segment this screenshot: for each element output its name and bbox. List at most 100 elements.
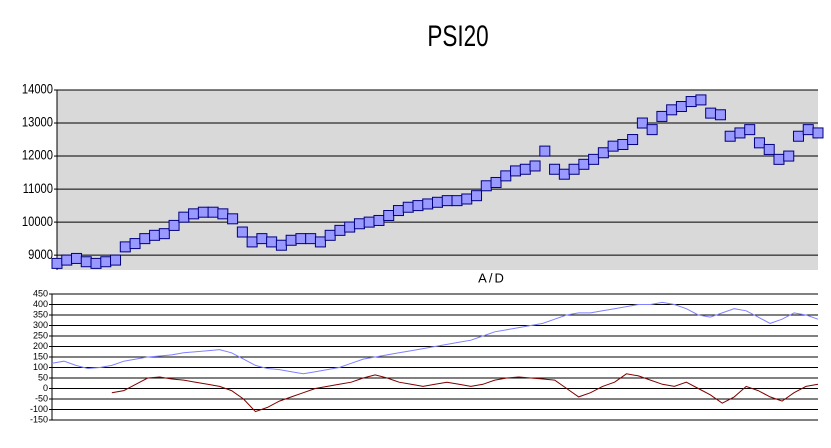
data-point — [471, 190, 483, 202]
data-point — [636, 117, 648, 129]
data-point — [734, 127, 746, 139]
data-point — [295, 233, 307, 245]
data-point — [724, 130, 736, 142]
data-point — [744, 124, 756, 136]
data-point — [149, 229, 161, 241]
data-point — [188, 208, 200, 220]
data-point — [51, 257, 63, 269]
y-tick-label: -50 — [35, 393, 48, 403]
data-point — [158, 228, 170, 240]
data-point — [217, 208, 229, 220]
data-point — [90, 257, 102, 269]
data-point — [802, 124, 814, 136]
data-point — [451, 195, 463, 207]
data-point — [314, 236, 326, 248]
data-point — [510, 165, 522, 177]
data-point — [753, 137, 765, 149]
data-point — [666, 104, 678, 116]
y-tick-label: 250 — [33, 330, 48, 340]
data-point — [549, 163, 561, 175]
data-point — [646, 124, 658, 136]
data-point — [71, 252, 83, 264]
data-point — [558, 168, 570, 180]
data-point — [568, 163, 580, 175]
y-tick-label: 100 — [33, 362, 48, 372]
data-point — [383, 210, 395, 222]
data-point — [705, 107, 717, 119]
data-point — [675, 101, 687, 113]
data-point — [266, 236, 278, 248]
y-tick-label: 200 — [33, 341, 48, 351]
data-point — [500, 170, 512, 182]
data-point — [139, 233, 151, 245]
y-tick-label: -100 — [30, 404, 48, 414]
data-point — [627, 134, 639, 146]
data-point — [80, 256, 92, 268]
data-point — [178, 211, 190, 223]
y-tick-label: 400 — [33, 299, 48, 309]
data-point — [656, 110, 668, 122]
data-point — [344, 221, 356, 233]
y-tick-label: 10000 — [22, 214, 53, 229]
data-point — [275, 239, 287, 251]
data-point — [588, 153, 600, 165]
data-point — [392, 205, 404, 217]
y-tick-label: -150 — [30, 414, 48, 424]
data-point — [441, 195, 453, 207]
data-point — [129, 238, 141, 250]
data-point — [490, 176, 502, 188]
y-tick-label: 450 — [33, 288, 48, 298]
data-point — [285, 234, 297, 246]
data-point — [763, 143, 775, 155]
data-point — [236, 226, 248, 238]
data-point — [324, 229, 336, 241]
data-point — [539, 145, 551, 157]
chart-title: PSI20 — [427, 19, 488, 53]
data-point — [607, 140, 619, 152]
y-tick-label: 11000 — [23, 181, 53, 196]
y-tick-label: 0 — [43, 383, 48, 393]
data-point — [256, 233, 268, 245]
data-point — [685, 96, 697, 108]
y-tick-label: 150 — [33, 351, 48, 361]
data-point — [617, 138, 629, 150]
data-point — [695, 94, 707, 106]
data-point — [373, 214, 385, 226]
data-point — [597, 147, 609, 159]
data-point — [197, 206, 209, 218]
plot-area — [57, 90, 818, 270]
data-point — [783, 150, 795, 162]
y-tick-label: 50 — [38, 372, 48, 382]
data-point — [792, 130, 804, 142]
data-point — [353, 218, 365, 230]
data-point — [461, 193, 473, 205]
y-tick-label: 9000 — [28, 247, 53, 262]
data-point — [529, 160, 541, 172]
data-point — [246, 236, 258, 248]
data-point — [363, 216, 375, 228]
data-point — [61, 254, 73, 266]
data-point — [480, 180, 492, 192]
data-point — [207, 206, 219, 218]
data-point — [110, 254, 122, 266]
data-point — [578, 158, 590, 170]
data-point — [714, 109, 726, 121]
data-point — [432, 196, 443, 208]
data-point — [812, 127, 824, 139]
y-tick-label: 14000 — [22, 82, 53, 97]
chart-title: A/D — [478, 270, 506, 285]
data-line — [51, 301, 819, 375]
data-point — [422, 198, 434, 210]
y-tick-label: 12000 — [22, 148, 53, 163]
data-point — [402, 201, 414, 213]
data-point — [119, 241, 131, 253]
data-point — [100, 256, 112, 268]
y-tick-label: 350 — [33, 309, 48, 319]
data-line — [111, 373, 819, 413]
y-tick-label: 13000 — [22, 115, 53, 130]
data-point — [227, 213, 239, 225]
data-point — [334, 224, 346, 236]
data-point — [519, 163, 531, 175]
y-tick-label: 300 — [33, 320, 48, 330]
